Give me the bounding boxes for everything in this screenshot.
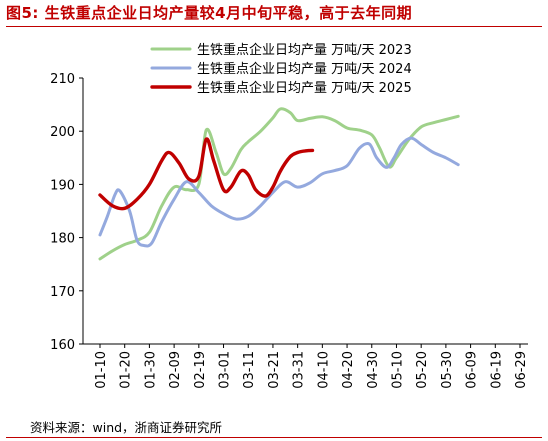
- source-note: 资料来源：wind，浙商证券研究所: [30, 420, 223, 435]
- x-tick-label: 05-20: [415, 351, 430, 389]
- x-tick-label: 01-10: [94, 351, 109, 389]
- x-tick-label: 05-10: [390, 351, 405, 389]
- legend-item-2024-label: 生铁重点企业日均产量 万吨/天 2024: [197, 61, 412, 77]
- x-tick-label: 01-20: [119, 351, 134, 389]
- y-tick-label: 210: [50, 72, 75, 87]
- x-tick-label: 02-09: [168, 351, 183, 389]
- x-tick-label: 03-31: [292, 351, 307, 389]
- x-tick-label: 03-11: [242, 351, 257, 389]
- legend-item-2023-label: 生铁重点企业日均产量 万吨/天 2023: [197, 42, 412, 58]
- x-tick-label: 01-30: [143, 351, 158, 389]
- x-tick-label: 04-20: [341, 351, 356, 389]
- x-tick-label: 05-30: [440, 351, 455, 389]
- series-line-2023: [98, 107, 460, 261]
- x-tick-label: 06-29: [514, 351, 529, 389]
- legend-item-2025-label: 生铁重点企业日均产量 万吨/天 2025: [197, 80, 412, 96]
- bottom-rule: [6, 437, 542, 438]
- x-tick-label: 03-01: [218, 351, 233, 389]
- series-line-2025: [98, 137, 315, 211]
- series: [98, 107, 460, 261]
- title-rule: [6, 26, 542, 27]
- y-tick-label: 190: [50, 178, 75, 193]
- legend: 生铁重点企业日均产量 万吨/天 2023 生铁重点企业日均产量 万吨/天 2024…: [150, 42, 412, 96]
- x-tick-label: 03-21: [267, 351, 282, 389]
- x-tick-label: 04-10: [316, 351, 331, 389]
- y-tick-label: 180: [50, 232, 75, 247]
- series-line-2024: [98, 136, 460, 248]
- y-tick-label: 200: [50, 125, 75, 140]
- x-tick-label: 06-19: [489, 351, 504, 389]
- y-tick-label: 170: [50, 285, 75, 300]
- x-tick-label: 04-30: [366, 351, 381, 389]
- y-tick-label: 160: [50, 338, 75, 353]
- axes: 160 170 180 190 200 210 01-10 01-20 01-30 02-09 02…: [50, 72, 529, 389]
- x-tick-label: 02-19: [193, 351, 208, 389]
- x-tick-label: 06-09: [465, 351, 480, 389]
- figure-title: 图5: 生铁重点企业日均产量较4月中旬平稳，高于去年同期: [6, 4, 413, 22]
